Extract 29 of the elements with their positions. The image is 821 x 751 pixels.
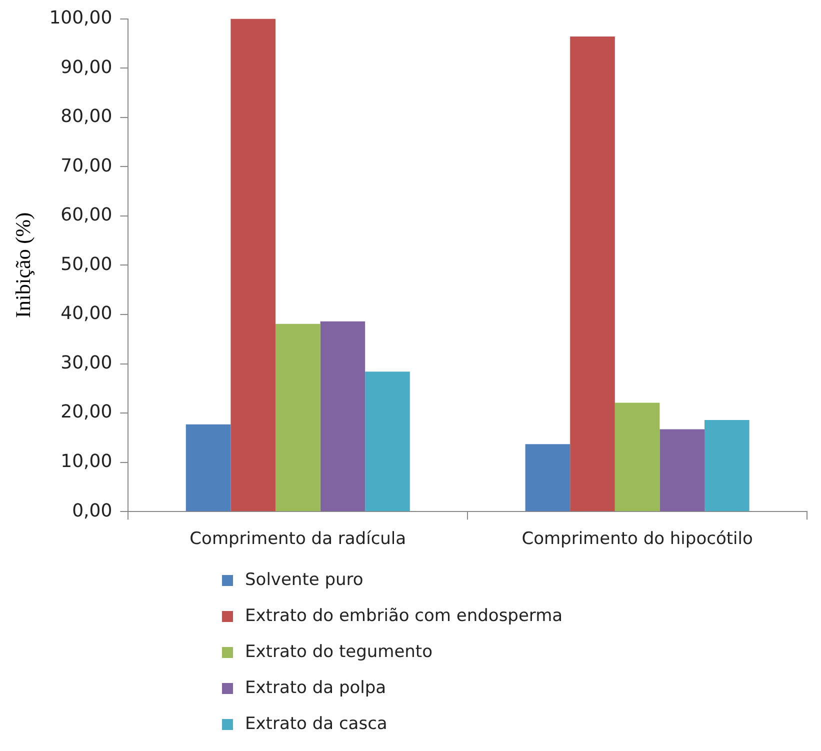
y-tick-label: 20,00 bbox=[60, 402, 112, 423]
y-tick-label: 50,00 bbox=[60, 254, 112, 275]
y-tick-label: 10,00 bbox=[60, 450, 112, 472]
legend-label: Extrato da casca bbox=[245, 714, 388, 734]
y-tick-label: 60,00 bbox=[60, 204, 112, 226]
bar bbox=[275, 324, 320, 512]
bar bbox=[320, 321, 366, 512]
bar bbox=[614, 402, 660, 512]
y-tick-label: 0,00 bbox=[72, 500, 112, 522]
bar bbox=[570, 36, 615, 512]
legend-label: Extrato do tegumento bbox=[245, 642, 432, 662]
y-tick-label: 70,00 bbox=[60, 155, 112, 176]
bar bbox=[660, 429, 704, 512]
x-tick-label: Comprimento da radícula bbox=[190, 529, 406, 550]
x-tick-label: Comprimento do hipocótilo bbox=[522, 529, 753, 550]
legend-label: Extrato do embrião com endosperma bbox=[245, 606, 563, 626]
y-tick-label: 80,00 bbox=[60, 106, 112, 128]
bar bbox=[365, 372, 410, 512]
bar bbox=[704, 420, 750, 512]
y-tick-label: 30,00 bbox=[60, 352, 112, 374]
bar bbox=[525, 444, 570, 512]
bar bbox=[186, 424, 231, 512]
legend-label: Solvente puro bbox=[245, 570, 364, 590]
bar bbox=[230, 18, 276, 512]
y-axis-title: Inibição (%) bbox=[11, 212, 36, 318]
legend-label: Extrato da polpa bbox=[245, 678, 386, 698]
y-tick-label: 100,00 bbox=[49, 7, 112, 28]
y-tick-label: 40,00 bbox=[60, 303, 112, 324]
y-tick-label: 90,00 bbox=[60, 56, 112, 78]
